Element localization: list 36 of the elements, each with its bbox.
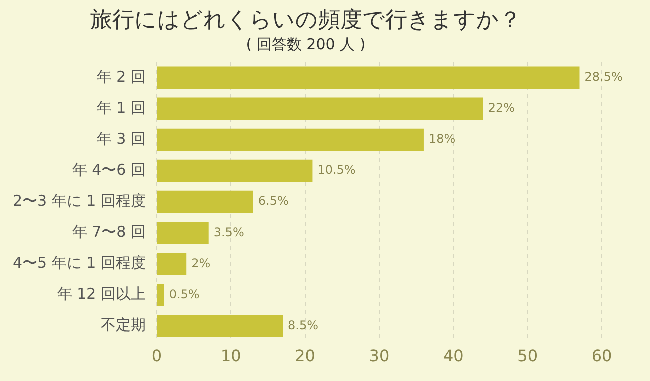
y-tick-label: 年 1 回 (96, 98, 146, 117)
bar (157, 98, 484, 120)
y-tick-label: 4〜5 年に 1 回程度 (12, 254, 146, 272)
annotation: 10.5% (318, 163, 356, 178)
annotation: 2% (192, 256, 211, 270)
annotation: 6.5% (258, 194, 289, 208)
y-tick-label: 年 2 回 (96, 68, 146, 86)
annotation: 22% (488, 101, 515, 116)
bar (157, 315, 284, 338)
bar (157, 128, 424, 152)
y-tick-label: 年 3 回 (96, 130, 146, 148)
bar (157, 190, 254, 214)
y-tick-label: 年 7〜8 回 (72, 223, 146, 242)
annotation: 28.5% (584, 70, 623, 84)
bar (157, 66, 580, 90)
y-tick-label: 年 4〜6 回 (72, 160, 146, 179)
annotation: 0.5% (169, 287, 200, 302)
x-tick-label: 50 (518, 346, 538, 366)
annotation: 18% (428, 132, 456, 146)
annotation: 3.5% (214, 225, 244, 240)
y-tick-label: 不定期 (100, 316, 146, 334)
y-tick-label: 年 12 回以上 (57, 285, 146, 304)
chart-title: 旅行にはどれくらいの頻度で行きますか？ (90, 8, 522, 33)
bar (157, 253, 187, 276)
x-tick-label: 10 (220, 346, 242, 366)
x-tick-label: 30 (369, 346, 390, 366)
bar (157, 284, 164, 306)
annotation: 8.5% (288, 318, 319, 332)
bar (157, 160, 313, 182)
x-tick-label: 20 (295, 346, 316, 366)
x-tick-label: 60 (592, 346, 612, 366)
x-tick-label: 0 (152, 346, 162, 366)
y-tick-label: 2〜3 年に 1 回程度 (12, 192, 146, 210)
chart-subtitle: ( 回答数 200 人 ) (246, 35, 366, 54)
bar (157, 222, 209, 244)
x-tick-label: 40 (443, 346, 464, 366)
